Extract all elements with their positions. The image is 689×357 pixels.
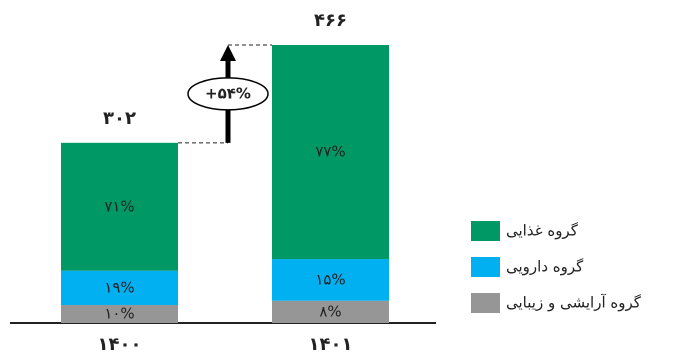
legend-swatch xyxy=(471,221,500,241)
bar-segment xyxy=(272,300,389,323)
bar-segment xyxy=(61,304,178,323)
bar-segment xyxy=(61,142,178,271)
segment-label: ۱۵% xyxy=(315,270,345,288)
total-label: ۳۰۲ xyxy=(103,108,136,129)
segment-label: ۷۱% xyxy=(104,197,134,215)
legend-label: گروه آرایشی و زیبایی xyxy=(506,294,642,312)
segment-label: ۸% xyxy=(319,302,341,320)
segment-label: ۱۰% xyxy=(104,304,134,322)
arrow-head xyxy=(220,45,236,61)
segment-label: ۱۹% xyxy=(104,278,134,296)
annotation-bubble xyxy=(187,77,269,111)
legend-swatch xyxy=(471,293,500,313)
segment-label: ۷۷% xyxy=(315,143,345,161)
bar-segment xyxy=(61,270,178,305)
annotation: +۵۴% xyxy=(205,84,251,102)
legend-swatch xyxy=(471,257,500,277)
x-tick-label: ۱۴۰۱ xyxy=(309,334,353,355)
bar-segment xyxy=(272,45,389,260)
legend-label: گروه دارویی xyxy=(506,258,584,276)
legend-label: گروه غذایی xyxy=(506,222,579,240)
total-label: ۴۶۶ xyxy=(314,10,347,31)
x-tick-label: ۱۴۰۰ xyxy=(98,334,142,355)
bar-segment xyxy=(272,259,389,301)
